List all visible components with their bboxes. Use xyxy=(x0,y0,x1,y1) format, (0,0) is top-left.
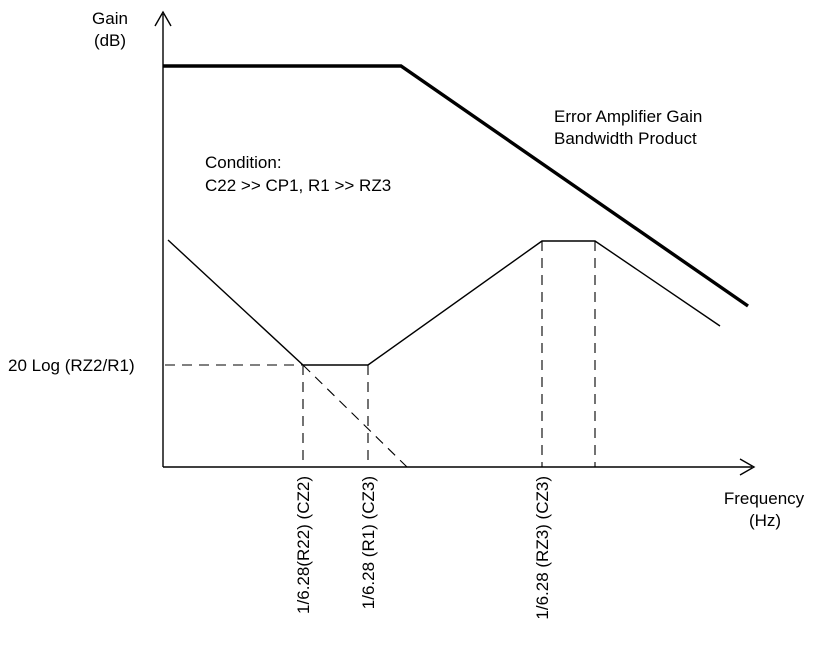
y-axis-label-line1: Gain xyxy=(92,9,128,28)
x-axis-arrowhead xyxy=(739,458,756,476)
gbp-label-line2: Bandwidth Product xyxy=(554,129,697,148)
gain-level-label: 20 Log (RZ2/R1) xyxy=(8,356,135,375)
fz1-frequency-label: 1/6.28(R22) (CZ2) xyxy=(294,476,313,614)
x-axis-label-line1: Frequency xyxy=(724,489,805,508)
x-axis-label-line2: (Hz) xyxy=(749,511,781,530)
condition-label-line1: Condition: xyxy=(205,153,282,172)
extrapolated-slope-dashed-line xyxy=(302,364,408,468)
gbp-curve xyxy=(163,64,749,308)
gbp-label-line1: Error Amplifier Gain xyxy=(554,107,702,126)
compensation-gain-curve xyxy=(167,239,721,366)
condition-label-line2: C22 >> CP1, R1 >> RZ3 xyxy=(205,176,391,195)
y-axis-label-line2: (dB) xyxy=(94,31,126,50)
y-axis-arrowhead xyxy=(154,10,172,27)
fz2-frequency-label: 1/6.28 (R1) (CZ3) xyxy=(359,476,378,609)
fp1-frequency-label: 1/6.28 (RZ3) (CZ3) xyxy=(533,476,552,620)
